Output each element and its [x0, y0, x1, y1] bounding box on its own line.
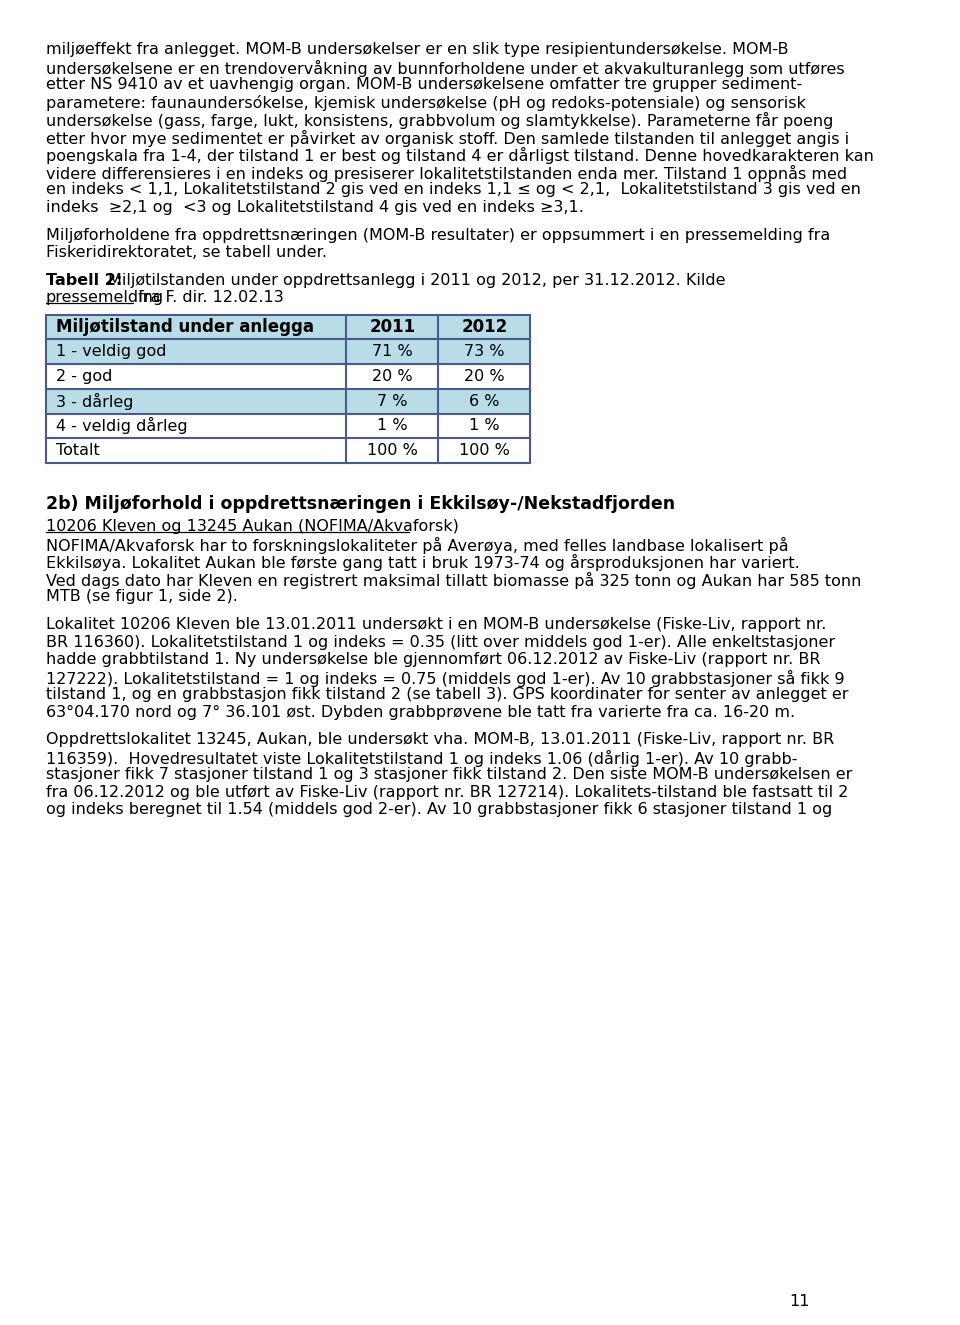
Text: tilstand 1, og en grabbstasjon fikk tilstand 2 (se tabell 3). GPS koordinater fo: tilstand 1, og en grabbstasjon fikk tils…: [46, 688, 849, 702]
Text: poengskala fra 1-4, der tilstand 1 er best og tilstand 4 er dårligst tilstand. D: poengskala fra 1-4, der tilstand 1 er be…: [46, 147, 874, 164]
Text: fra 06.12.2012 og ble utført av Fiske-Liv (rapport nr. BR 127214). Lokalitets-ti: fra 06.12.2012 og ble utført av Fiske-Li…: [46, 784, 849, 800]
Text: 63°04.170 nord og 7° 36.101 øst. Dybden grabbprøvene ble tatt fra varierte fra c: 63°04.170 nord og 7° 36.101 øst. Dybden …: [46, 705, 795, 719]
Text: stasjoner fikk 7 stasjoner tilstand 1 og 3 stasjoner fikk tilstand 2. Den siste : stasjoner fikk 7 stasjoner tilstand 1 og…: [46, 767, 852, 782]
Text: 127222). Lokalitetstilstand = 1 og indeks = 0.75 (middels god 1-er). Av 10 grabb: 127222). Lokalitetstilstand = 1 og indek…: [46, 669, 845, 686]
Text: 1 %: 1 %: [469, 419, 499, 433]
Text: 7 %: 7 %: [377, 394, 408, 408]
Text: BR 116360). Lokalitetstilstand 1 og indeks = 0.35 (litt over middels god 1-er). : BR 116360). Lokalitetstilstand 1 og inde…: [46, 635, 835, 649]
Text: 73 %: 73 %: [464, 344, 505, 359]
Text: Miljøtilstanden under oppdrettsanlegg i 2011 og 2012, per 31.12.2012. Kilde: Miljøtilstanden under oppdrettsanlegg i …: [108, 273, 725, 288]
Text: hadde grabbtilstand 1. Ny undersøkelse ble gjennomført 06.12.2012 av Fiske-Liv (: hadde grabbtilstand 1. Ny undersøkelse b…: [46, 652, 821, 666]
Text: Lokalitet 10206 Kleven ble 13.01.2011 undersøkt i en MOM-B undersøkelse (Fiske-L: Lokalitet 10206 Kleven ble 13.01.2011 un…: [46, 617, 827, 632]
Text: 71 %: 71 %: [372, 344, 413, 359]
Text: fra F. dir. 12.02.13: fra F. dir. 12.02.13: [132, 290, 283, 305]
Text: og indeks beregnet til 1.54 (middels god 2-er). Av 10 grabbstasjoner fikk 6 stas: og indeks beregnet til 1.54 (middels god…: [46, 803, 832, 818]
Text: 20 %: 20 %: [464, 370, 505, 384]
Text: indeks  ≥2,1 og  <3 og Lokalitetstilstand 4 gis ved en indeks ≥3,1.: indeks ≥2,1 og <3 og Lokalitetstilstand …: [46, 200, 584, 215]
Text: Miljøforholdene fra oppdrettsnæringen (MOM-B resultater) er oppsummert i en pres: Miljøforholdene fra oppdrettsnæringen (M…: [46, 228, 830, 242]
Bar: [46, 413, 530, 439]
Text: etter NS 9410 av et uavhengig organ. MOM-B undersøkelsene omfatter tre grupper s: etter NS 9410 av et uavhengig organ. MOM…: [46, 77, 803, 93]
Text: MTB (se figur 1, side 2).: MTB (se figur 1, side 2).: [46, 590, 238, 604]
Text: Oppdrettslokalitet 13245, Aukan, ble undersøkt vha. MOM-B, 13.01.2011 (Fiske-Liv: Oppdrettslokalitet 13245, Aukan, ble und…: [46, 733, 834, 747]
Text: 1 - veldig god: 1 - veldig god: [56, 344, 166, 359]
Text: 100 %: 100 %: [459, 443, 510, 458]
Text: 2012: 2012: [461, 318, 508, 337]
Text: parametere: faunaundersókelse, kjemisk undersøkelse (pH og redoks-potensiale) o: parametere: faunaundersókelse, kjemisk …: [46, 95, 805, 111]
Text: 100 %: 100 %: [367, 443, 418, 458]
Text: 1 %: 1 %: [377, 419, 408, 433]
Text: 3 - dårleg: 3 - dårleg: [56, 392, 133, 409]
Bar: [46, 315, 530, 339]
Text: en indeks < 1,1, Lokalitetstilstand 2 gis ved en indeks 1,1 ≤ og < 2,1,  Lokalit: en indeks < 1,1, Lokalitetstilstand 2 gi…: [46, 183, 861, 197]
Text: pressemelding: pressemelding: [46, 290, 164, 305]
Text: Fiskeridirektoratet, se tabell under.: Fiskeridirektoratet, se tabell under.: [46, 245, 327, 260]
Text: miljøeffekt fra anlegget. MOM-B undersøkelser er en slik type resipientundersøke: miljøeffekt fra anlegget. MOM-B undersøk…: [46, 42, 788, 57]
Text: 11: 11: [790, 1295, 810, 1309]
Text: videre differensieres i en indeks og presiserer lokalitetstilstanden enda mer. T: videre differensieres i en indeks og pre…: [46, 164, 847, 182]
Bar: [46, 339, 530, 364]
Text: undersøkelse (gass, farge, lukt, konsistens, grabbvolum og slamtykkelse). Parame: undersøkelse (gass, farge, lukt, konsist…: [46, 113, 833, 130]
Bar: [46, 364, 530, 390]
Text: undersøkelsene er en trendovervåkning av bunnforholdene under et akvakulturanleg: undersøkelsene er en trendovervåkning av…: [46, 60, 845, 77]
Text: etter hvor mye sedimentet er påvirket av organisk stoff. Den samlede tilstanden : etter hvor mye sedimentet er påvirket av…: [46, 130, 849, 147]
Text: 2011: 2011: [370, 318, 416, 337]
Text: 20 %: 20 %: [372, 370, 413, 384]
Text: 6 %: 6 %: [469, 394, 499, 408]
Text: 2 - god: 2 - god: [56, 370, 112, 384]
Text: Tabell 2:: Tabell 2:: [46, 273, 122, 288]
Bar: [46, 439, 530, 462]
Text: 2b) Miljøforhold i oppdrettsnæringen i Ekkilsøy-/Nekstadfjorden: 2b) Miljøforhold i oppdrettsnæringen i E…: [46, 496, 675, 513]
Text: 116359).  Hovedresultatet viste Lokalitetstilstand 1 og indeks 1.06 (dårlig 1-er: 116359). Hovedresultatet viste Lokalitet…: [46, 750, 798, 767]
Text: NOFIMA/Akvaforsk har to forskningslokaliteter på Averøya, med felles landbase lo: NOFIMA/Akvaforsk har to forskningslokali…: [46, 537, 788, 554]
Text: 4 - veldig dårleg: 4 - veldig dårleg: [56, 417, 187, 435]
Bar: [46, 390, 530, 413]
Text: Miljøtilstand under anlegga: Miljøtilstand under anlegga: [56, 318, 314, 337]
Text: Ved dags dato har Kleven en registrert maksimal tillatt biomasse på 325 tonn og : Ved dags dato har Kleven en registrert m…: [46, 572, 861, 588]
Text: Ekkilsøya. Lokalitet Aukan ble første gang tatt i bruk 1973-74 og årsproduksjone: Ekkilsøya. Lokalitet Aukan ble første ga…: [46, 554, 800, 571]
Text: Totalt: Totalt: [56, 443, 100, 458]
Text: 10206 Kleven og 13245 Aukan (NOFIMA/Akvaforsk): 10206 Kleven og 13245 Aukan (NOFIMA/Akva…: [46, 519, 459, 534]
